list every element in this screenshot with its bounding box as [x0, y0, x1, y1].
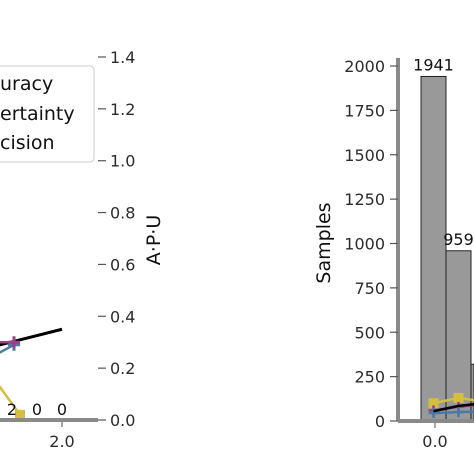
y-tick-label: 500: [354, 323, 385, 342]
y-tick-label: 0.8: [110, 204, 135, 223]
y-tick-label: 1.0: [110, 152, 135, 171]
bar-group: [420, 75, 474, 422]
bar-label-group: 19419593: [413, 55, 474, 249]
bar: [420, 75, 447, 422]
square-marker: [453, 392, 464, 403]
y-axis-ticks: 0 250 500 750 1000 1250 1500 1750 2000: [344, 57, 398, 431]
y-tick-label: 2000: [344, 57, 385, 76]
plus-marker: [453, 407, 464, 418]
x-tick-label: 0.0: [422, 432, 447, 451]
y-tick-label: 1250: [344, 190, 385, 209]
y-axis-ticks: 0.0 0.2 0.4 0.6 0.8 1.0 1.2 1.4: [98, 48, 135, 430]
legend-entry: cision: [0, 132, 55, 154]
y-tick-label: 0.0: [110, 411, 135, 430]
series-line: [0, 385, 22, 416]
series-line: [0, 343, 15, 354]
y-tick-label: 1750: [344, 101, 385, 120]
y-tick-label: 1500: [344, 146, 385, 165]
plus-marker: [8, 336, 20, 349]
y-tick-label: 250: [354, 368, 385, 387]
bar-label: 959: [443, 230, 474, 249]
plus-marker: [428, 408, 439, 419]
bar-chart-panel: 19419593 0.0 025050075010001250150017502…: [313, 55, 474, 451]
bar: [445, 250, 472, 422]
y-tick-label: 0.6: [110, 255, 135, 274]
y-tick-label: 750: [354, 279, 385, 298]
square-marker: [428, 398, 439, 409]
marker-group: [8, 336, 25, 420]
point-label: 2: [7, 400, 17, 419]
x-tick-label: 2.0: [49, 432, 74, 451]
overlay-series-group: [428, 392, 474, 419]
point-label: 0: [57, 400, 67, 419]
y-tick-label: 1.2: [110, 100, 135, 119]
series-line: [0, 327, 63, 347]
y-tick-label: 1.4: [110, 48, 135, 67]
y-axis-title: A·P·U: [143, 215, 165, 265]
legend-entry: ertainty: [0, 103, 75, 125]
point-label: 0: [32, 400, 42, 419]
legend: uracy ertainty cision: [0, 65, 95, 163]
y-tick-label: 0.2: [110, 359, 135, 378]
bar-label: 1941: [413, 55, 454, 74]
overlay-line: [433, 403, 474, 413]
y-axis-title: Samples: [313, 202, 335, 283]
square-marker: [15, 409, 25, 420]
y-tick-label: 0.4: [110, 307, 135, 326]
legend-entry: uracy: [0, 73, 53, 95]
legend-frame: [0, 65, 95, 163]
y-tick-label: 1000: [344, 235, 385, 254]
y-tick-label: 0: [375, 412, 385, 431]
